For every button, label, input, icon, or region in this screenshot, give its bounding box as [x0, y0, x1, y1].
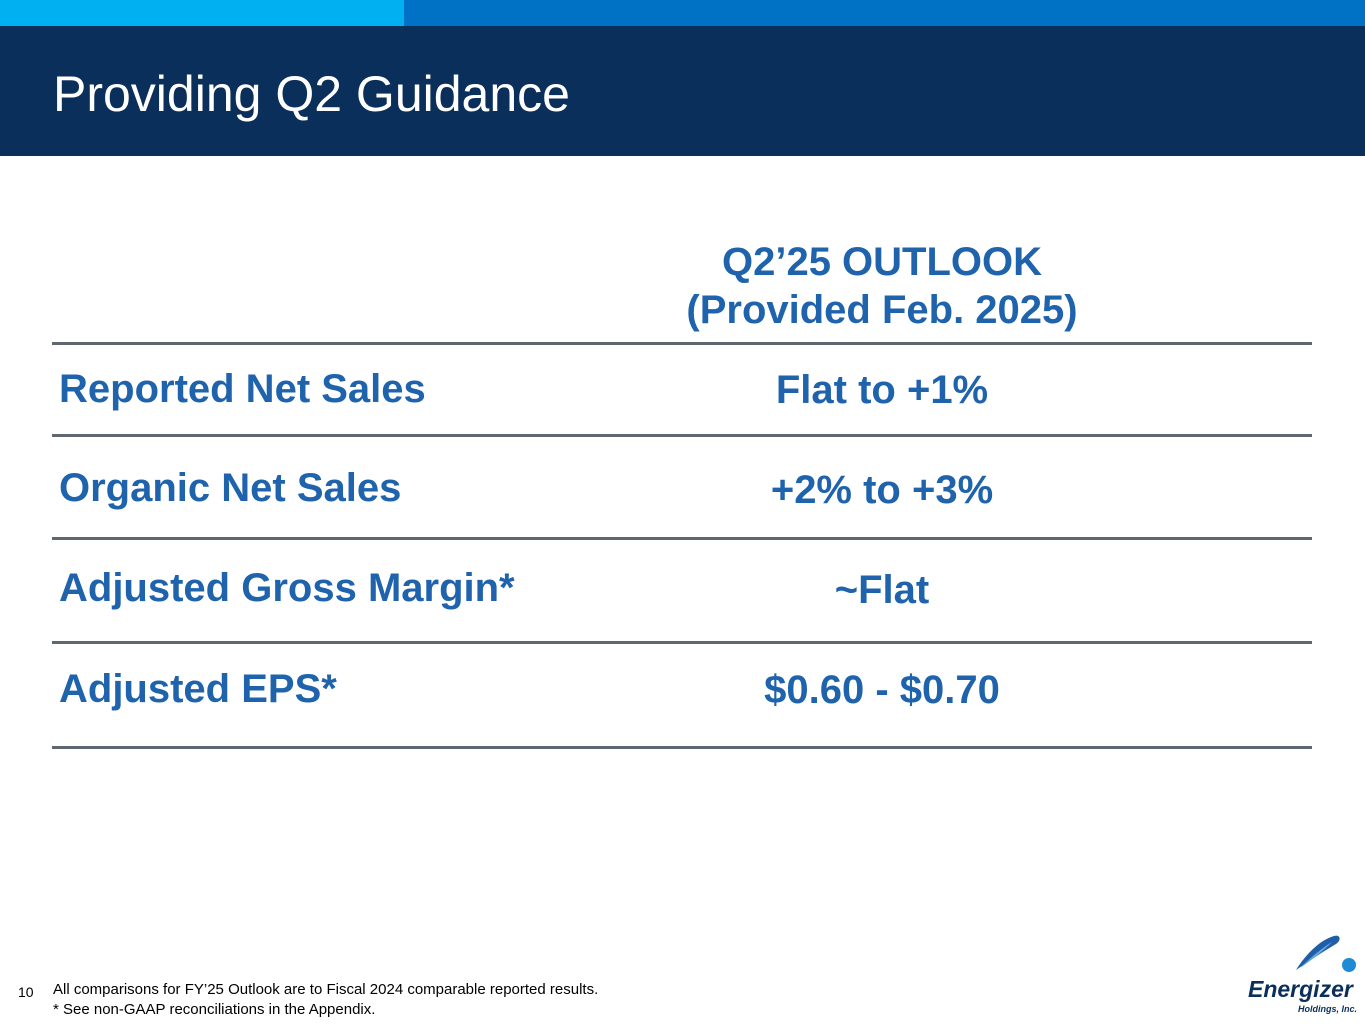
row-label-adjusted-gross-margin: Adjusted Gross Margin*: [59, 566, 515, 610]
title-banner: Providing Q2 Guidance: [0, 26, 1365, 156]
footnotes: All comparisons for FY’25 Outlook are to…: [53, 980, 598, 1020]
table-rule: [52, 746, 1312, 749]
logo-wordmark: Energizer: [1248, 976, 1354, 1002]
outlook-header-line2: (Provided Feb. 2025): [686, 288, 1078, 332]
top-accent-bar-light: [0, 0, 404, 26]
page-title: Providing Q2 Guidance: [53, 66, 570, 122]
row-label-reported-net-sales: Reported Net Sales: [59, 367, 426, 411]
page-number: 10: [18, 984, 34, 1000]
row-value-adjusted-gross-margin: ~Flat: [834, 568, 930, 612]
logo-subtitle: Holdings, Inc.: [1298, 1004, 1357, 1014]
outlook-header-line1: Q2’25 OUTLOOK: [721, 240, 1043, 284]
outlook-column-header: Q2’25 OUTLOOK (Provided Feb. 2025): [642, 238, 1122, 334]
row-value-reported-net-sales: Flat to +1%: [775, 368, 989, 412]
row-label-organic-net-sales: Organic Net Sales: [59, 466, 402, 510]
row-value-adjusted-eps: $0.60 - $0.70: [764, 668, 1000, 712]
table-rule: [52, 641, 1312, 644]
footnote-non-gaap: * See non-GAAP reconciliations in the Ap…: [53, 1001, 376, 1018]
energizer-logo: Energizer Holdings, Inc.: [1248, 935, 1357, 1014]
table-rule: [52, 434, 1312, 437]
row-label-adjusted-eps: Adjusted EPS*: [59, 667, 337, 711]
energizer-swoosh-icon: [1296, 935, 1356, 972]
row-value-organic-net-sales: +2% to +3%: [770, 468, 994, 512]
table-rule: [52, 342, 1312, 345]
footnote-comparisons: All comparisons for FY’25 Outlook are to…: [53, 981, 599, 998]
table-rule: [52, 537, 1312, 540]
